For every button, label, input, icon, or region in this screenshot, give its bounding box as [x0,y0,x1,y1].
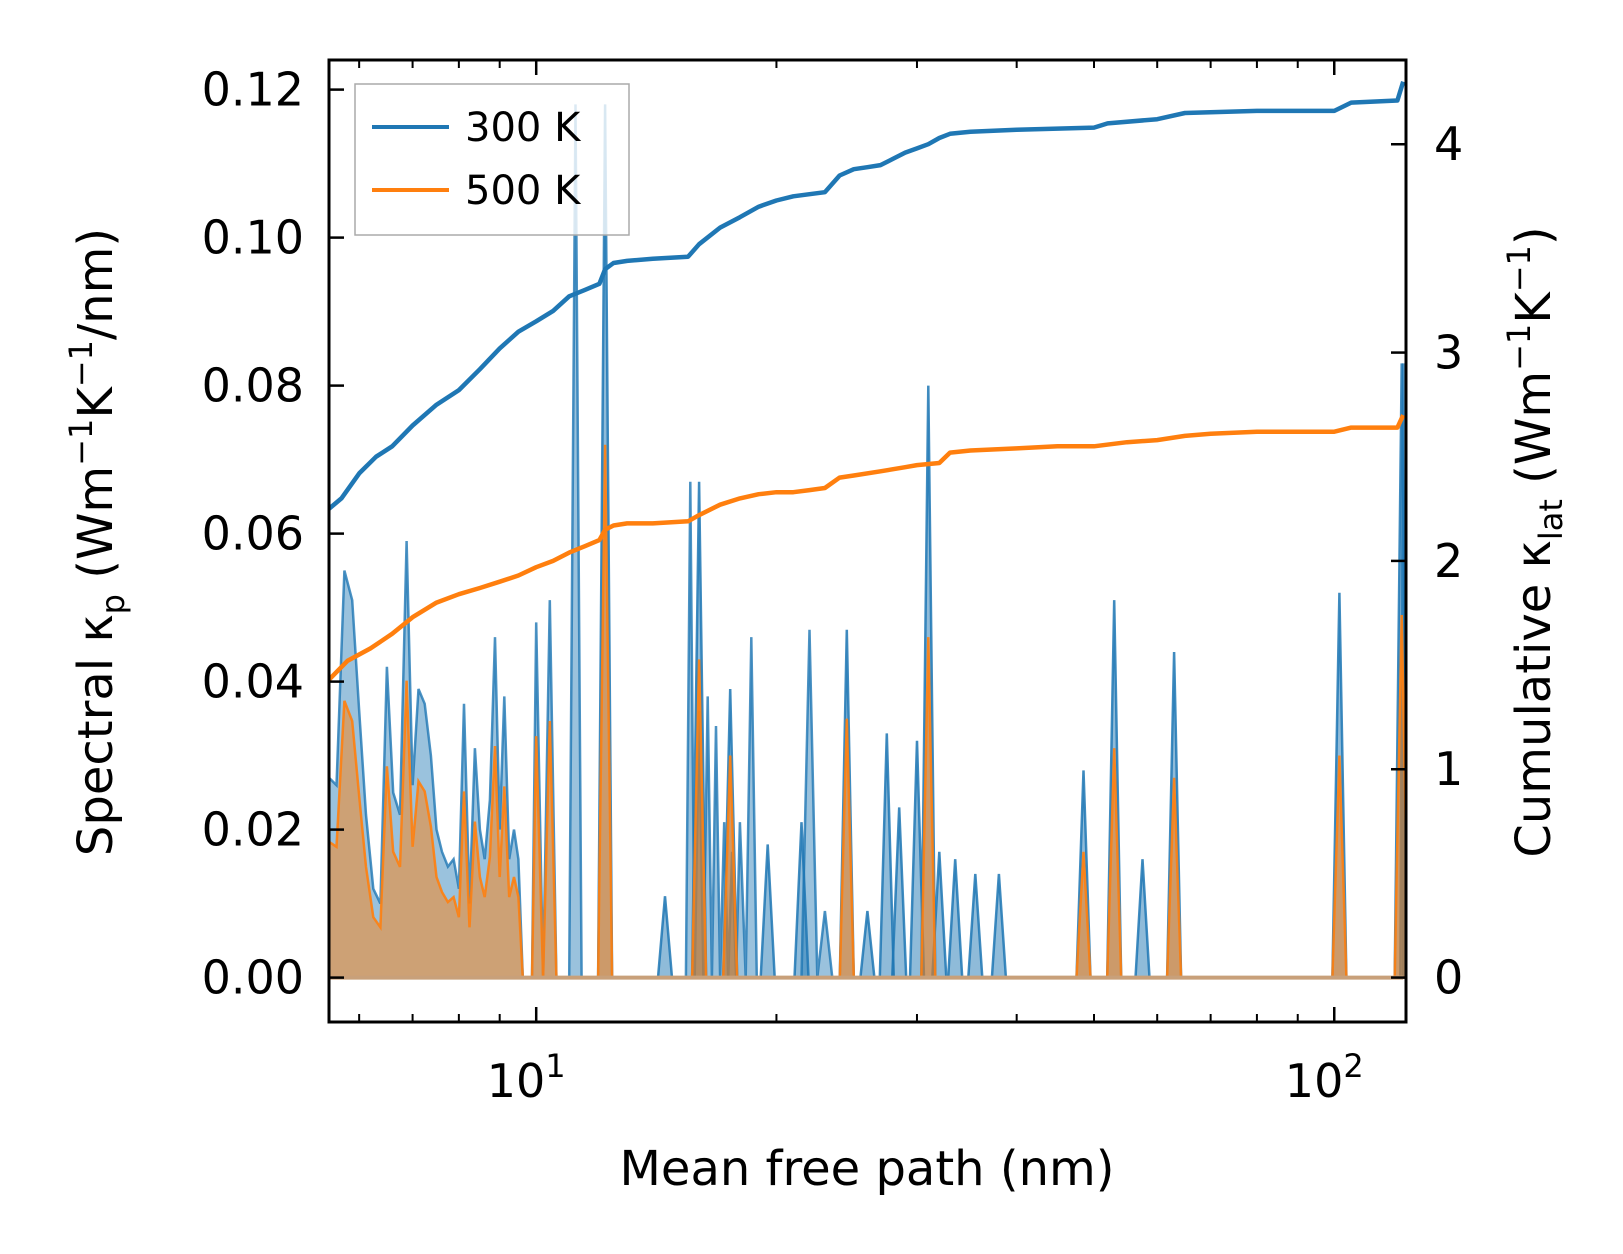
spectral-peak-300k [990,873,1008,979]
legend: 300 K 500 K [354,83,630,236]
y-left-tick-label: 0.10 [202,211,304,265]
y-left-tick-label: 0.02 [202,803,304,857]
y-left-tick-label: 0.04 [202,655,304,709]
y-left-tick-label: 0.08 [202,359,304,413]
y-right-tick-label: 0 [1434,951,1463,1005]
y-left-tick-label: 0.00 [202,951,304,1005]
y-left-tick-label: 0.06 [202,507,304,561]
series-line-layer [329,81,1406,682]
y-right-tick-label: 4 [1434,117,1463,171]
left-y-axis-ticks: 0.00 0.02 0.04 0.06 0.08 0.10 0.12 [202,63,344,1005]
x-axis-ticks: 101 102 [358,60,1364,1108]
y-right-tick-label: 2 [1434,534,1463,588]
legend-box [354,83,630,236]
right-y-axis-label: Cumulative κlat (Wm−1K−1) [1500,226,1570,857]
spectral-peak-300k [656,896,674,979]
left-y-axis-label: Spectral κp (Wm−1K−1/nm) [62,228,132,856]
y-right-tick-label: 3 [1434,326,1463,380]
plot-frame [327,58,1408,1024]
spectral-peak-300k [946,859,964,979]
right-y-axis-ticks: 0 1 2 3 4 [1391,117,1463,1005]
spectral-fill-layer [329,104,1406,980]
y-right-tick-label: 1 [1434,742,1463,796]
x-tick-label: 102 [1285,1047,1364,1108]
spectral-peak-300k [890,807,908,979]
spectral-peak-300k [859,910,876,979]
legend-label-300k: 300 K [465,105,582,151]
legend-label-500k: 500 K [465,168,582,214]
spectral-peak-300k [878,733,896,979]
spectral-peak-300k [966,873,984,979]
y-left-tick-label: 0.12 [202,63,304,117]
cumulative-line-300k [329,81,1406,511]
x-tick-label: 101 [487,1047,566,1108]
spectral-peak-300k [1134,859,1151,979]
x-axis-label: Mean free path (nm) [620,1141,1115,1197]
spectral-peak-300k [759,844,777,979]
cumulative-line-500k [329,414,1406,682]
